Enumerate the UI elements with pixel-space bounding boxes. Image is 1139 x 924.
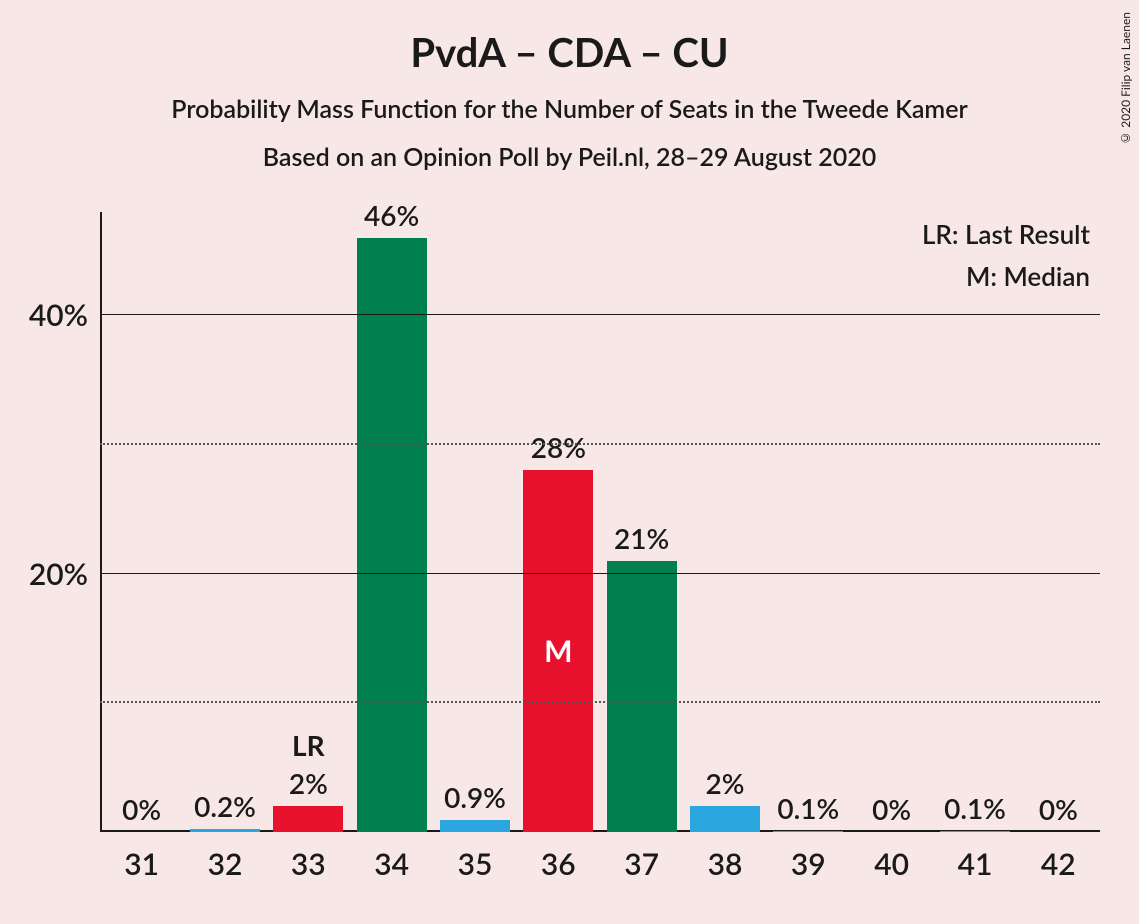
bar xyxy=(607,561,677,832)
bar-slot: 0.1%41 xyxy=(933,212,1016,832)
y-axis-tick-label: 40% xyxy=(29,297,100,333)
x-axis-tick-label: 39 xyxy=(791,846,826,882)
bar-slot: 0%40 xyxy=(850,212,933,832)
bar xyxy=(690,806,760,832)
bar-value-label: 0% xyxy=(872,792,911,826)
bar-value-label: 0.1% xyxy=(944,791,1006,825)
bar-slot: 2%LR33 xyxy=(267,212,350,832)
bar-slot: 21%37 xyxy=(600,212,683,832)
bar-slot: 0.2%32 xyxy=(183,212,266,832)
chart-area: LR: Last ResultM: Median 0%310.2%322%LR3… xyxy=(100,212,1100,832)
gridline-major xyxy=(100,573,1100,574)
bar-value-label: 0.1% xyxy=(777,791,839,825)
bar-slot: 0.9%35 xyxy=(433,212,516,832)
x-axis-tick-label: 36 xyxy=(541,846,576,882)
bar-value-label: 21% xyxy=(614,521,669,555)
title-block: PvdA – CDA – CU Probability Mass Functio… xyxy=(0,0,1139,172)
bars-container: 0%310.2%322%LR3346%340.9%35M28%3621%372%… xyxy=(100,212,1100,832)
bar-above-label: LR xyxy=(292,728,325,762)
bar-value-label: 2% xyxy=(289,766,328,800)
bar xyxy=(357,238,427,832)
x-axis-tick-label: 40 xyxy=(874,846,909,882)
bar-value-label: 0% xyxy=(1039,792,1078,826)
bar-value-label: 46% xyxy=(364,198,419,232)
bar-value-label: 0% xyxy=(122,792,161,826)
bar-slot: 0.1%39 xyxy=(767,212,850,832)
bar-value-label: 0.9% xyxy=(444,780,506,814)
x-axis-tick-label: 41 xyxy=(958,846,993,882)
bar-value-label: 28% xyxy=(531,430,586,464)
bar-slot: 2%38 xyxy=(683,212,766,832)
bar-value-label: 2% xyxy=(706,766,745,800)
x-axis-tick-label: 37 xyxy=(624,846,659,882)
x-axis-tick-label: 33 xyxy=(291,846,326,882)
chart-subtitle-1: Probability Mass Function for the Number… xyxy=(0,94,1139,124)
x-axis-tick-label: 38 xyxy=(708,846,743,882)
bar xyxy=(273,806,343,832)
bar xyxy=(773,831,843,832)
x-axis-tick-label: 34 xyxy=(374,846,409,882)
gridline-minor xyxy=(100,443,1100,445)
bar-inside-label: M xyxy=(544,633,572,669)
bar-value-label: 0.2% xyxy=(194,789,256,823)
gridline-major xyxy=(100,314,1100,315)
chart-title: PvdA – CDA – CU xyxy=(0,28,1139,76)
x-axis-tick-label: 31 xyxy=(124,846,159,882)
bar xyxy=(440,820,510,832)
gridline-minor xyxy=(100,701,1100,703)
y-axis-tick-label: 20% xyxy=(29,556,100,592)
bar xyxy=(190,829,260,832)
bar-slot: 46%34 xyxy=(350,212,433,832)
bar-slot: M28%36 xyxy=(517,212,600,832)
x-axis-tick-label: 42 xyxy=(1041,846,1076,882)
chart-subtitle-2: Based on an Opinion Poll by Peil.nl, 28–… xyxy=(0,142,1139,172)
x-axis-tick-label: 32 xyxy=(208,846,243,882)
bar-slot: 0%42 xyxy=(1017,212,1100,832)
copyright-text: © 2020 Filip van Laenen xyxy=(1118,12,1133,146)
bar-slot: 0%31 xyxy=(100,212,183,832)
bar xyxy=(940,831,1010,832)
x-axis-tick-label: 35 xyxy=(458,846,493,882)
